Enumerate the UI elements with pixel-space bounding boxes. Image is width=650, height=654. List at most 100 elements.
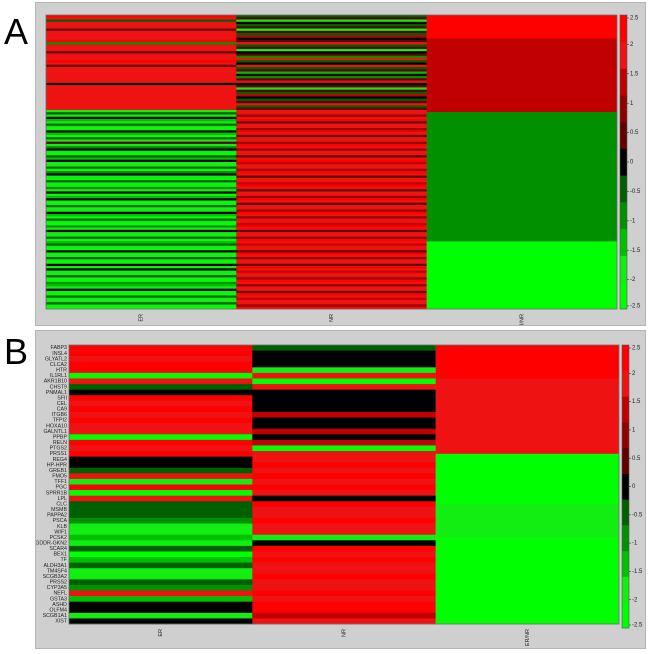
heatmap-b-nr-cell (252, 557, 436, 563)
heatmap-b-nr-cell (252, 529, 436, 536)
heatmap-a-er-cell (46, 15, 237, 18)
heatmap-a-svg: ER NR ER/NR 2.5 2 1.5 1 0.5 0 -0.5 -1 -1.5 -2 -2.5 (45, 14, 641, 325)
heatmap-a-nr-cell (236, 180, 427, 183)
heatmap-a-ernr-cell (426, 38, 617, 113)
heatmap-a-nr-cell (236, 112, 427, 115)
heatmap-a-er-cell (46, 295, 237, 298)
heatmap-a-nr-cell (236, 245, 427, 249)
heatmap-b-gene-label: SCGB1A1 (43, 613, 67, 619)
heatmap-b-gene-label: RELN (53, 440, 67, 446)
heatmap-a-er-cell (46, 17, 237, 20)
heatmap-a-nr-cell (236, 39, 427, 43)
heatmap-b-gene-label: TF (61, 557, 68, 563)
heatmap-a-er-cell (46, 60, 237, 63)
heatmap-a-nr-cell (236, 247, 427, 251)
heatmap-a-colorbar-swatch (620, 15, 627, 43)
heatmap-b-nr-cell (252, 618, 436, 625)
heatmap-a-er-cell (46, 275, 237, 278)
heatmap-a-nr-cell (236, 159, 427, 163)
heatmap-a-er-cell (46, 180, 237, 183)
heatmap-b-colorbar-swatch (622, 525, 629, 552)
heatmap-a-colorbar-swatch (620, 202, 627, 230)
heatmap-a-nr-cell (236, 130, 427, 133)
heatmap-b-er-cell (69, 612, 253, 619)
heatmap-a-er-cell (46, 250, 237, 253)
heatmap-b-gene-label: REG4 (53, 457, 67, 463)
heatmap-b-er-cell (69, 523, 253, 530)
heatmap-a-nr-cell (236, 275, 427, 278)
heatmap-b-er-cell (69, 389, 253, 396)
heatmap-a-colorbar-swatch (620, 148, 627, 176)
heatmap-b-nr-cell (252, 484, 436, 491)
heatmap-a-colorbar-swatch (620, 255, 627, 283)
heatmap-b-nr-cell (252, 434, 436, 441)
heatmap-a-er-cell (46, 218, 237, 222)
heatmap-b-er-cell (69, 573, 253, 580)
heatmap-b-gene-label: PSCA (53, 518, 68, 524)
heatmap-a-nr-cell (236, 256, 427, 260)
heatmap-a-er-cell (46, 155, 237, 158)
heatmap-a-colorbar-swatch (620, 175, 627, 203)
heatmap-b-nr-cell (252, 350, 436, 357)
heatmap-panel-a: ER NR ER/NR 2.5 2 1.5 1 0.5 0 -0.5 -1 -1.5 -2 -2.5 (35, 2, 646, 326)
heatmap-a-nr-cell (236, 236, 427, 240)
heatmap-a-nr-cell (236, 166, 427, 170)
heatmap-b-er-cell (69, 490, 253, 496)
heatmap-b-colorbar-swatch (622, 345, 629, 372)
heatmap-a-nr-cell (236, 103, 427, 106)
heatmap-a-nr-cell (236, 259, 427, 262)
heatmap-a-nr-cell (236, 204, 427, 208)
heatmap-a-er-cell (46, 223, 237, 226)
heatmap-b-gene-label: SPRR1B (46, 490, 68, 496)
heatmap-a-colorbar-swatch (620, 68, 627, 96)
heatmap-a-nr-cell (236, 182, 427, 185)
heatmap-a-nr-cell (236, 24, 427, 27)
heatmap-a-er-cell (46, 198, 237, 201)
heatmap-a-nr-cell (236, 67, 427, 70)
heatmap-b-colorbar-swatch (622, 447, 629, 474)
heatmap-b-gene-label: TFF1 (54, 479, 67, 485)
heatmap-a-er-cell (46, 191, 237, 194)
heatmap-b-gene-label: PRSS1 (50, 451, 67, 457)
heatmap-b-gene-label: OLFM4 (49, 607, 67, 613)
heatmap-b-er-cell (69, 534, 253, 541)
heatmap-a-nr-cell (236, 202, 427, 206)
heatmap-a-er-cell (46, 103, 237, 106)
heatmap-b-nr-cell (252, 372, 436, 379)
heatmap-a-nr-cell (236, 214, 427, 217)
heatmap-a-nr-cell (236, 306, 427, 310)
heatmap-a-colorbar-swatch (620, 282, 627, 310)
heatmap-a-nr-cell (236, 284, 427, 287)
heatmap-b-ernr-cell (435, 356, 619, 379)
heatmap-a-er-cell (46, 202, 237, 206)
heatmap-a-er-cell (46, 128, 237, 131)
heatmap-a-nr-cell (236, 121, 427, 124)
heatmap-a-er-cell (46, 89, 237, 93)
heatmap-b-er-cell (69, 434, 253, 441)
heatmap-a-er-cell (46, 64, 237, 68)
heatmap-a-nr-cell (236, 123, 427, 127)
heatmap-a-er-cell (46, 299, 237, 303)
heatmap-b-gene-label: FMO5 (52, 474, 67, 480)
heatmap-a-er-cell (46, 71, 237, 75)
heatmap-a-colorbar-tick-label: -2.5 (630, 304, 641, 310)
heatmap-a-nr-cell (236, 60, 427, 63)
heatmap-b-er-cell (69, 478, 253, 485)
heatmap-a-nr-cell (236, 55, 427, 59)
heatmap-b-colorbar-swatch (622, 370, 629, 397)
heatmap-a-nr-cell (236, 53, 427, 57)
heatmap-b-colorbar-swatch (622, 396, 629, 423)
heatmap-a-nr-cell (236, 37, 427, 41)
heatmap-a-er-cell (46, 91, 237, 95)
heatmap-a-nr-cell (236, 76, 427, 79)
heatmap-b-nr-cell (252, 501, 436, 508)
heatmap-a-nr-cell (236, 171, 427, 174)
heatmap-a-er-cell (46, 293, 237, 296)
heatmap-a-er-cell (46, 44, 237, 47)
heatmap-b-er-cell (69, 356, 253, 363)
heatmap-a-nr-cell (236, 293, 427, 296)
heatmap-a-nr-cell (236, 272, 427, 276)
heatmap-a-er-cell (46, 35, 237, 38)
heatmap-a-nr-cell (236, 297, 427, 301)
heatmap-a-column-label: ER/NR (519, 314, 525, 325)
